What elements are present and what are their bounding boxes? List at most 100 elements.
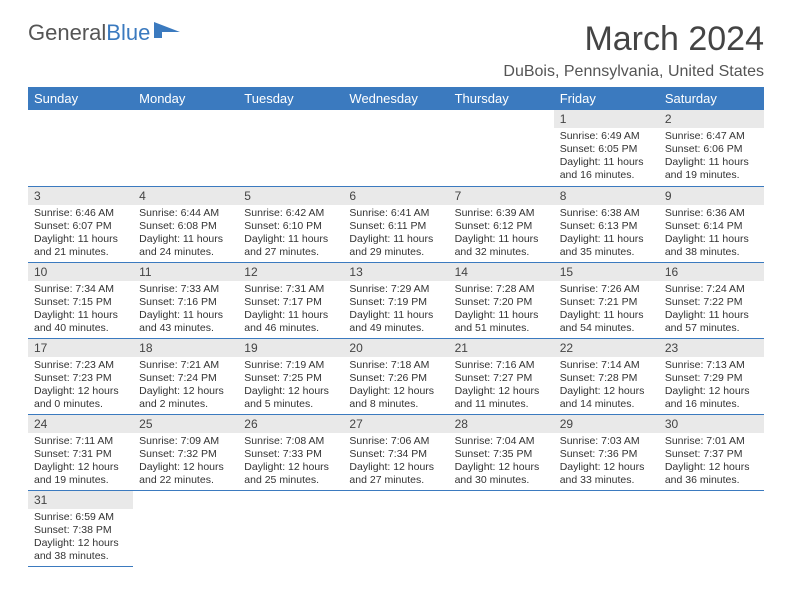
calendar-day-cell: 26Sunrise: 7:08 AMSunset: 7:33 PMDayligh… [238, 414, 343, 490]
logo-text-blue: Blue [106, 20, 150, 46]
weekday-header: Friday [554, 87, 659, 110]
day-number: 28 [449, 415, 554, 433]
calendar-day-cell: 11Sunrise: 7:33 AMSunset: 7:16 PMDayligh… [133, 262, 238, 338]
day-number: 21 [449, 339, 554, 357]
day-data: Sunrise: 7:26 AMSunset: 7:21 PMDaylight:… [554, 281, 659, 338]
day-data: Sunrise: 7:23 AMSunset: 7:23 PMDaylight:… [28, 357, 133, 414]
calendar-day-cell: 20Sunrise: 7:18 AMSunset: 7:26 PMDayligh… [343, 338, 448, 414]
day-data: Sunrise: 7:08 AMSunset: 7:33 PMDaylight:… [238, 433, 343, 490]
day-number: 31 [28, 491, 133, 509]
day-data: Sunrise: 7:31 AMSunset: 7:17 PMDaylight:… [238, 281, 343, 338]
calendar-day-cell: 12Sunrise: 7:31 AMSunset: 7:17 PMDayligh… [238, 262, 343, 338]
logo-text-general: General [28, 20, 106, 46]
calendar-day-cell: 22Sunrise: 7:14 AMSunset: 7:28 PMDayligh… [554, 338, 659, 414]
day-number: 5 [238, 187, 343, 205]
day-data: Sunrise: 7:34 AMSunset: 7:15 PMDaylight:… [28, 281, 133, 338]
calendar-day-cell: 13Sunrise: 7:29 AMSunset: 7:19 PMDayligh… [343, 262, 448, 338]
day-data: Sunrise: 6:44 AMSunset: 6:08 PMDaylight:… [133, 205, 238, 262]
location-subtitle: DuBois, Pennsylvania, United States [28, 63, 764, 81]
calendar-day-cell: 28Sunrise: 7:04 AMSunset: 7:35 PMDayligh… [449, 414, 554, 490]
calendar-day-cell: 3Sunrise: 6:46 AMSunset: 6:07 PMDaylight… [28, 186, 133, 262]
day-data: Sunrise: 7:14 AMSunset: 7:28 PMDaylight:… [554, 357, 659, 414]
calendar-body: 1Sunrise: 6:49 AMSunset: 6:05 PMDaylight… [28, 110, 764, 566]
calendar-day-cell: 23Sunrise: 7:13 AMSunset: 7:29 PMDayligh… [659, 338, 764, 414]
calendar-header-row: SundayMondayTuesdayWednesdayThursdayFrid… [28, 87, 764, 110]
weekday-header: Saturday [659, 87, 764, 110]
calendar-day-cell: 30Sunrise: 7:01 AMSunset: 7:37 PMDayligh… [659, 414, 764, 490]
day-data: Sunrise: 6:36 AMSunset: 6:14 PMDaylight:… [659, 205, 764, 262]
day-number: 12 [238, 263, 343, 281]
day-number: 3 [28, 187, 133, 205]
empty-cell [238, 110, 343, 186]
calendar-day-cell: 31Sunrise: 6:59 AMSunset: 7:38 PMDayligh… [28, 490, 133, 566]
day-number: 27 [343, 415, 448, 433]
day-data: Sunrise: 7:06 AMSunset: 7:34 PMDaylight:… [343, 433, 448, 490]
calendar-day-cell: 2Sunrise: 6:47 AMSunset: 6:06 PMDaylight… [659, 110, 764, 186]
calendar-day-cell: 27Sunrise: 7:06 AMSunset: 7:34 PMDayligh… [343, 414, 448, 490]
day-data: Sunrise: 7:18 AMSunset: 7:26 PMDaylight:… [343, 357, 448, 414]
day-number: 7 [449, 187, 554, 205]
day-data: Sunrise: 7:24 AMSunset: 7:22 PMDaylight:… [659, 281, 764, 338]
logo-flag-icon [154, 20, 180, 46]
day-data: Sunrise: 7:01 AMSunset: 7:37 PMDaylight:… [659, 433, 764, 490]
day-number: 23 [659, 339, 764, 357]
day-number: 14 [449, 263, 554, 281]
weekday-header: Wednesday [343, 87, 448, 110]
calendar-day-cell: 15Sunrise: 7:26 AMSunset: 7:21 PMDayligh… [554, 262, 659, 338]
day-data: Sunrise: 7:28 AMSunset: 7:20 PMDaylight:… [449, 281, 554, 338]
day-number: 16 [659, 263, 764, 281]
weekday-header: Tuesday [238, 87, 343, 110]
empty-cell [343, 110, 448, 186]
day-number: 15 [554, 263, 659, 281]
day-data: Sunrise: 7:11 AMSunset: 7:31 PMDaylight:… [28, 433, 133, 490]
day-number: 9 [659, 187, 764, 205]
day-data: Sunrise: 7:03 AMSunset: 7:36 PMDaylight:… [554, 433, 659, 490]
day-data: Sunrise: 6:47 AMSunset: 6:06 PMDaylight:… [659, 128, 764, 185]
day-data: Sunrise: 7:04 AMSunset: 7:35 PMDaylight:… [449, 433, 554, 490]
day-data: Sunrise: 7:33 AMSunset: 7:16 PMDaylight:… [133, 281, 238, 338]
day-data: Sunrise: 6:38 AMSunset: 6:13 PMDaylight:… [554, 205, 659, 262]
day-number: 22 [554, 339, 659, 357]
calendar-day-cell: 8Sunrise: 6:38 AMSunset: 6:13 PMDaylight… [554, 186, 659, 262]
day-number: 11 [133, 263, 238, 281]
day-data: Sunrise: 7:09 AMSunset: 7:32 PMDaylight:… [133, 433, 238, 490]
calendar-day-cell: 4Sunrise: 6:44 AMSunset: 6:08 PMDaylight… [133, 186, 238, 262]
empty-cell [449, 110, 554, 186]
day-data: Sunrise: 7:13 AMSunset: 7:29 PMDaylight:… [659, 357, 764, 414]
day-number: 1 [554, 110, 659, 128]
calendar-day-cell: 7Sunrise: 6:39 AMSunset: 6:12 PMDaylight… [449, 186, 554, 262]
day-number: 13 [343, 263, 448, 281]
day-number: 8 [554, 187, 659, 205]
calendar-day-cell: 25Sunrise: 7:09 AMSunset: 7:32 PMDayligh… [133, 414, 238, 490]
empty-cell [28, 110, 133, 186]
day-number: 6 [343, 187, 448, 205]
day-number: 4 [133, 187, 238, 205]
calendar-day-cell: 6Sunrise: 6:41 AMSunset: 6:11 PMDaylight… [343, 186, 448, 262]
calendar-day-cell: 5Sunrise: 6:42 AMSunset: 6:10 PMDaylight… [238, 186, 343, 262]
day-data: Sunrise: 6:46 AMSunset: 6:07 PMDaylight:… [28, 205, 133, 262]
day-data: Sunrise: 7:29 AMSunset: 7:19 PMDaylight:… [343, 281, 448, 338]
logo: GeneralBlue [28, 20, 180, 46]
empty-cell [659, 490, 764, 566]
calendar-day-cell: 19Sunrise: 7:19 AMSunset: 7:25 PMDayligh… [238, 338, 343, 414]
calendar-day-cell: 14Sunrise: 7:28 AMSunset: 7:20 PMDayligh… [449, 262, 554, 338]
calendar-table: SundayMondayTuesdayWednesdayThursdayFrid… [28, 87, 764, 567]
day-data: Sunrise: 6:42 AMSunset: 6:10 PMDaylight:… [238, 205, 343, 262]
calendar-day-cell: 29Sunrise: 7:03 AMSunset: 7:36 PMDayligh… [554, 414, 659, 490]
page-title: March 2024 [584, 20, 764, 59]
day-data: Sunrise: 6:49 AMSunset: 6:05 PMDaylight:… [554, 128, 659, 185]
calendar-day-cell: 24Sunrise: 7:11 AMSunset: 7:31 PMDayligh… [28, 414, 133, 490]
weekday-header: Monday [133, 87, 238, 110]
day-number: 24 [28, 415, 133, 433]
calendar-day-cell: 9Sunrise: 6:36 AMSunset: 6:14 PMDaylight… [659, 186, 764, 262]
day-data: Sunrise: 7:16 AMSunset: 7:27 PMDaylight:… [449, 357, 554, 414]
empty-cell [343, 490, 448, 566]
weekday-header: Thursday [449, 87, 554, 110]
day-number: 20 [343, 339, 448, 357]
calendar-day-cell: 10Sunrise: 7:34 AMSunset: 7:15 PMDayligh… [28, 262, 133, 338]
day-number: 18 [133, 339, 238, 357]
day-data: Sunrise: 6:59 AMSunset: 7:38 PMDaylight:… [28, 509, 133, 566]
day-number: 30 [659, 415, 764, 433]
day-number: 26 [238, 415, 343, 433]
day-number: 2 [659, 110, 764, 128]
